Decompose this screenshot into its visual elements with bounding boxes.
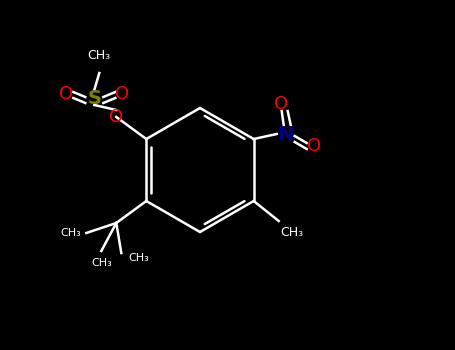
Text: N: N — [278, 125, 294, 144]
Text: O: O — [307, 137, 321, 155]
Text: CH₃: CH₃ — [88, 49, 111, 62]
Text: O: O — [273, 95, 288, 113]
Text: CH₃: CH₃ — [91, 258, 111, 268]
Text: O: O — [115, 85, 129, 103]
Text: O: O — [109, 108, 123, 126]
Text: CH₃: CH₃ — [128, 253, 149, 263]
Text: O: O — [59, 85, 73, 103]
Text: S: S — [87, 90, 101, 108]
Text: CH₃: CH₃ — [281, 226, 304, 239]
Text: CH₃: CH₃ — [61, 228, 81, 238]
